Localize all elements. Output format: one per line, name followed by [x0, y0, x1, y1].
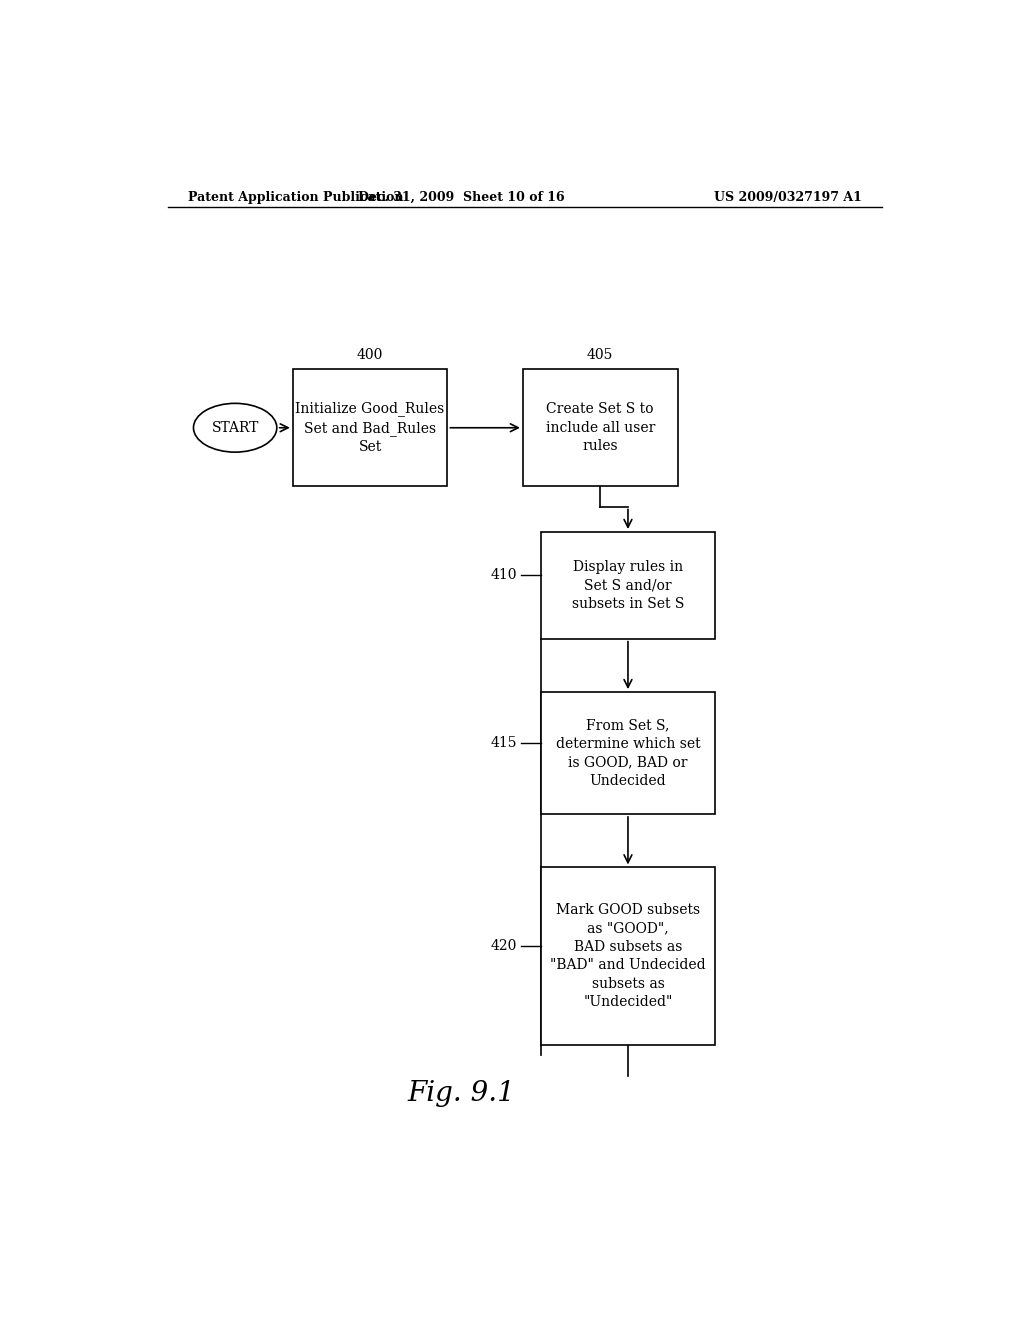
Text: Dec. 31, 2009  Sheet 10 of 16: Dec. 31, 2009 Sheet 10 of 16: [358, 190, 564, 203]
Text: START: START: [211, 421, 259, 434]
Text: US 2009/0327197 A1: US 2009/0327197 A1: [714, 190, 862, 203]
Text: 420: 420: [490, 939, 517, 953]
Text: Mark GOOD subsets
as "GOOD",
BAD subsets as
"BAD" and Undecided
subsets as
"Unde: Mark GOOD subsets as "GOOD", BAD subsets…: [550, 903, 706, 1010]
FancyBboxPatch shape: [293, 370, 447, 486]
Text: Fig. 9.1: Fig. 9.1: [408, 1080, 515, 1107]
Text: Initialize Good_Rules
Set and Bad_Rules
Set: Initialize Good_Rules Set and Bad_Rules …: [295, 401, 444, 454]
FancyBboxPatch shape: [541, 867, 715, 1045]
FancyBboxPatch shape: [541, 532, 715, 639]
Text: Patent Application Publication: Patent Application Publication: [187, 190, 403, 203]
Text: 405: 405: [587, 347, 613, 362]
FancyBboxPatch shape: [523, 370, 678, 486]
Text: Display rules in
Set S and/or
subsets in Set S: Display rules in Set S and/or subsets in…: [571, 560, 684, 611]
Text: 415: 415: [490, 735, 517, 750]
Text: 410: 410: [490, 568, 517, 582]
Text: From Set S,
determine which set
is GOOD, BAD or
Undecided: From Set S, determine which set is GOOD,…: [556, 718, 700, 788]
Text: Create Set S to
include all user
rules: Create Set S to include all user rules: [546, 403, 655, 453]
Text: 400: 400: [356, 347, 383, 362]
Ellipse shape: [194, 404, 276, 453]
FancyBboxPatch shape: [541, 692, 715, 814]
